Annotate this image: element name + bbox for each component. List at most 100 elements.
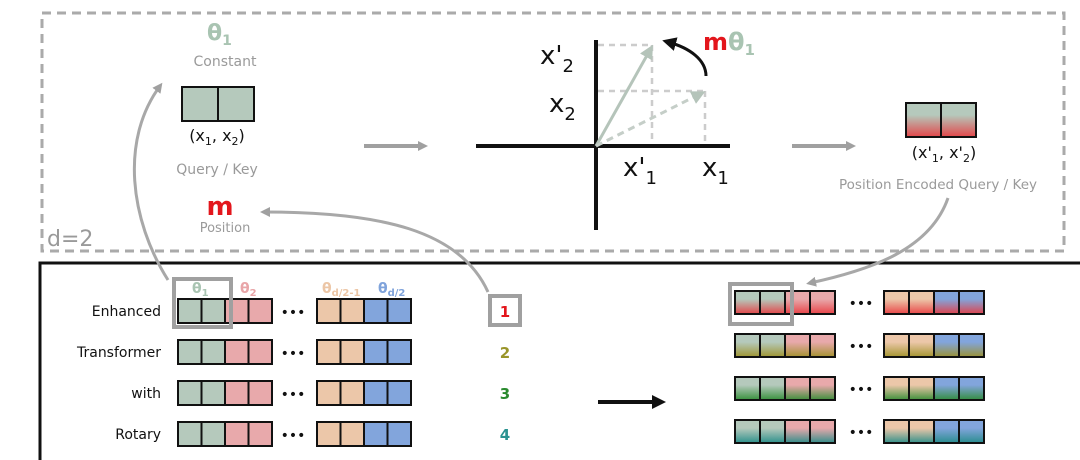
m-label: m (206, 192, 233, 222)
query-vector-high-dims (316, 421, 412, 447)
position-index: 2 (500, 344, 510, 362)
encoded-coords: (x'1, x'2) (912, 143, 976, 165)
vector-cell (225, 299, 249, 323)
x2-label: x2 (549, 89, 576, 125)
position-tint (934, 377, 959, 400)
curve-to-encoded (806, 197, 950, 287)
vector-cell (201, 422, 225, 446)
bottom-panel-border (38, 261, 1080, 460)
vector-cell (340, 381, 364, 405)
vector-cell (317, 299, 341, 323)
query-vector-low-dims (177, 380, 273, 406)
cell-border (958, 290, 985, 315)
position-tint (884, 291, 909, 314)
position-tint (906, 103, 941, 137)
position-tint (785, 291, 810, 314)
cell-border (809, 419, 836, 444)
position-tint (934, 420, 959, 443)
row-label: with (131, 386, 161, 402)
vector-cell (340, 299, 364, 323)
query-key-label: Query / Key (176, 162, 258, 178)
vector-cell (225, 381, 249, 405)
cell-border (247, 421, 273, 447)
rotation-plot (476, 37, 730, 230)
row-label: Transformer (76, 345, 161, 361)
theta-header: θ1 (192, 281, 209, 299)
position-tint (810, 334, 835, 357)
encoded-vector-low-dims (734, 419, 836, 444)
theta-header: θd/2-1 (322, 281, 361, 299)
vector-cell (340, 340, 364, 364)
position-tint (884, 334, 909, 357)
vector-cell (248, 422, 272, 446)
cell-border (247, 380, 273, 406)
original-vector (595, 91, 706, 148)
ellipsis: ••• (849, 339, 874, 355)
ellipsis: ••• (281, 428, 306, 444)
cell-border (958, 376, 985, 401)
position-index: 3 (500, 385, 510, 403)
vector-cell (178, 381, 202, 405)
position-index: 1 (500, 303, 510, 321)
position-index: 4 (500, 426, 510, 444)
position-tint (934, 334, 959, 357)
cell-border (809, 333, 836, 358)
ellipsis: ••• (849, 382, 874, 398)
encoded-query-vector (905, 102, 977, 138)
position-tint (785, 420, 810, 443)
theta-header: θd/2 (378, 281, 405, 299)
x1-prime-label: x'1 (623, 153, 657, 189)
ellipsis: ••• (281, 346, 306, 362)
vector-cell (387, 299, 411, 323)
cell-border (940, 102, 977, 138)
encoded-vector-low-dims (734, 290, 836, 315)
encoded-vector-low-dims (734, 376, 836, 401)
position-tint (959, 420, 984, 443)
bottom-panel: θ1 θ2 θd/2-1 θd/2 Enhanced ••• 1 ••• Transformer… (76, 277, 985, 447)
position-tint (735, 377, 760, 400)
position-tint (735, 420, 760, 443)
position-tint (785, 334, 810, 357)
vector-cell (201, 340, 225, 364)
vector-cell (248, 340, 272, 364)
cell-border (958, 333, 985, 358)
query-vector-high-dims (316, 339, 412, 365)
encoded-vector-high-dims (883, 333, 985, 358)
position-tint (941, 103, 976, 137)
position-tint (884, 377, 909, 400)
vector-cell (317, 422, 341, 446)
vector-cell (317, 381, 341, 405)
position-tint (810, 420, 835, 443)
cell-border (809, 290, 836, 315)
position-tint (760, 420, 785, 443)
query-vector-low-dims (177, 339, 273, 365)
theta1-highlight-box (172, 277, 233, 329)
position-tint (909, 377, 934, 400)
vector-cell (248, 299, 272, 323)
ellipsis: ••• (281, 387, 306, 403)
ellipsis: ••• (281, 305, 306, 321)
dim-label: d=2 (47, 227, 93, 252)
vector-cell (317, 340, 341, 364)
cell-border (386, 298, 412, 324)
position-tint (909, 291, 934, 314)
query-vector-low-dims (177, 298, 273, 324)
position-tint (760, 334, 785, 357)
query-coords: (x1, x2) (189, 126, 245, 148)
position-label: Position (200, 221, 251, 236)
row-label: Rotary (115, 427, 161, 443)
position-tint (735, 291, 760, 314)
cell-border (809, 376, 836, 401)
position-tint (909, 420, 934, 443)
position-tint (810, 291, 835, 314)
cell-border (386, 380, 412, 406)
position-tint (884, 420, 909, 443)
curve-to-position (260, 207, 490, 293)
vector-cell (225, 340, 249, 364)
position-tint (959, 377, 984, 400)
theta-header: θ2 (240, 281, 257, 299)
vector-cell (178, 340, 202, 364)
vector-cell (178, 299, 202, 323)
row-label: Enhanced (92, 304, 161, 320)
vector-cell (201, 299, 225, 323)
